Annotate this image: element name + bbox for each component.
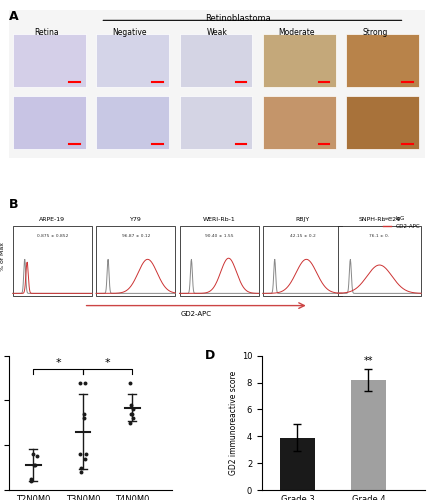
- Text: Strong: Strong: [363, 28, 388, 36]
- Bar: [263, 226, 342, 296]
- Text: % of Max: % of Max: [0, 242, 4, 271]
- Text: B: B: [9, 198, 18, 211]
- Text: SNPH-Rb-C24: SNPH-Rb-C24: [358, 217, 401, 222]
- Point: [32, 461, 39, 469]
- Bar: [13, 96, 86, 149]
- Bar: [351, 380, 386, 490]
- Point: [28, 476, 35, 484]
- Point: [82, 378, 89, 386]
- Text: Retina: Retina: [34, 28, 59, 36]
- Point: [28, 477, 35, 485]
- Text: *: *: [56, 358, 61, 368]
- Text: GD2-APC: GD2-APC: [181, 311, 212, 317]
- Point: [82, 454, 89, 462]
- Point: [76, 450, 83, 458]
- Legend: IgG, GD2-APC: IgG, GD2-APC: [381, 214, 423, 232]
- Point: [33, 452, 40, 460]
- Bar: [13, 226, 92, 296]
- Point: [128, 410, 135, 418]
- Point: [80, 410, 87, 418]
- Text: 42.15 ± 0.2: 42.15 ± 0.2: [289, 234, 315, 238]
- Bar: [346, 96, 419, 149]
- Point: [127, 378, 134, 386]
- Bar: [180, 34, 253, 87]
- Point: [128, 410, 135, 418]
- Bar: [346, 34, 419, 87]
- Point: [76, 378, 83, 386]
- Text: Weak: Weak: [207, 28, 227, 36]
- Point: [130, 414, 137, 422]
- Text: 90.40 ± 1.55: 90.40 ± 1.55: [205, 234, 233, 238]
- Point: [83, 450, 90, 458]
- Point: [31, 461, 38, 469]
- Text: ARPE-19: ARPE-19: [39, 217, 66, 222]
- Bar: [263, 96, 336, 149]
- Point: [126, 419, 133, 427]
- Bar: [180, 226, 259, 296]
- Text: Retinoblastoma: Retinoblastoma: [205, 14, 271, 24]
- Bar: [96, 34, 169, 87]
- Point: [81, 414, 88, 422]
- Point: [129, 406, 136, 413]
- Text: D: D: [205, 349, 215, 362]
- Bar: [279, 438, 315, 490]
- Text: *: *: [105, 358, 111, 368]
- Text: Moderate: Moderate: [278, 28, 314, 36]
- Point: [77, 468, 84, 476]
- Bar: [96, 96, 169, 149]
- Text: RBJY: RBJY: [295, 217, 309, 222]
- Text: 0.875 ± 0.852: 0.875 ± 0.852: [37, 234, 68, 238]
- Text: **: **: [364, 356, 373, 366]
- Y-axis label: GD2 immunoreactive score: GD2 immunoreactive score: [229, 370, 237, 475]
- Text: Negative: Negative: [112, 28, 147, 36]
- Bar: [96, 226, 175, 296]
- Text: WERI-Rb-1: WERI-Rb-1: [203, 217, 236, 222]
- Point: [128, 401, 135, 409]
- Bar: [13, 34, 86, 87]
- Text: Y79: Y79: [130, 217, 141, 222]
- Bar: [338, 226, 421, 296]
- Text: 96.87 ± 0.12: 96.87 ± 0.12: [122, 234, 150, 238]
- Text: 76.1 ± 0.: 76.1 ± 0.: [369, 234, 390, 238]
- Point: [78, 464, 85, 471]
- Point: [29, 450, 36, 458]
- Bar: [263, 34, 336, 87]
- Bar: [180, 96, 253, 149]
- Text: A: A: [9, 10, 18, 23]
